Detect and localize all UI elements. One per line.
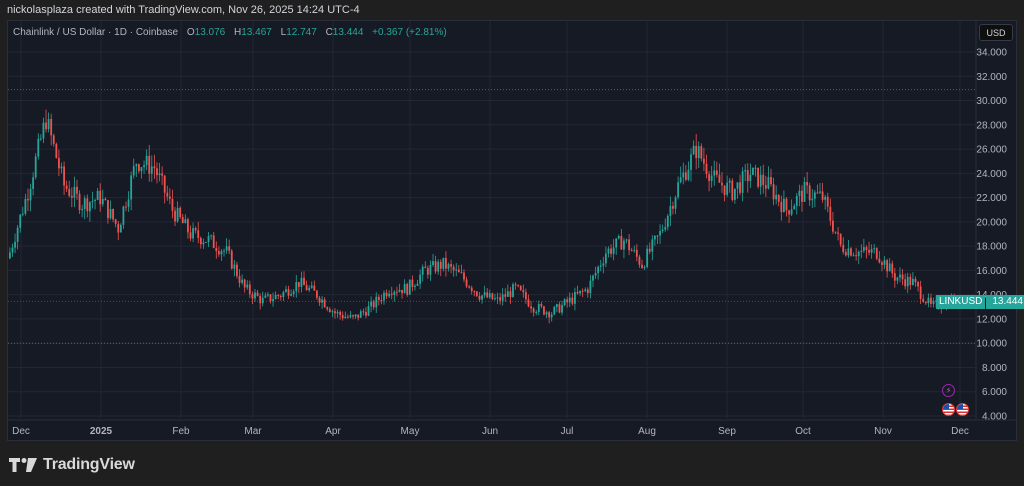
y-axis-tick: 24.000 <box>976 169 1007 180</box>
low-label: L <box>280 27 287 38</box>
close-label: C <box>325 27 333 38</box>
x-axis-tick: Mar <box>244 426 262 437</box>
x-axis-tick: Jun <box>482 426 498 437</box>
currency-button[interactable]: USD <box>979 24 1013 41</box>
last-price-tag: LINKUSD 13.444 <box>936 295 1024 309</box>
x-axis-tick: Jul <box>561 426 574 437</box>
y-axis-tick: 22.000 <box>976 193 1007 204</box>
us-flag-event-icon[interactable] <box>942 403 955 416</box>
y-axis-tick: 6.000 <box>982 387 1007 398</box>
y-axis-tick: 18.000 <box>976 242 1007 253</box>
y-axis-tick: 16.000 <box>976 266 1007 277</box>
x-axis-tick: Aug <box>638 426 656 437</box>
tradingview-wordmark: TradingView <box>43 456 135 473</box>
x-axis-tick: 2025 <box>90 426 113 437</box>
y-axis-tick: 30.000 <box>976 96 1007 107</box>
open-label: O <box>186 27 195 38</box>
y-axis-tick: 20.000 <box>976 217 1007 228</box>
y-axis-tick: 10.000 <box>976 339 1007 350</box>
candles <box>9 109 956 324</box>
x-axis-tick: May <box>401 426 420 437</box>
close-value: 13.444 <box>332 27 364 38</box>
us-flag-event-icon[interactable] <box>956 403 969 416</box>
x-axis-tick: Sep <box>718 426 736 437</box>
price-tag-symbol: LINKUSD <box>936 295 986 309</box>
y-axis-tick: 12.000 <box>976 314 1007 325</box>
tradingview-logo[interactable]: TradingView <box>9 456 135 474</box>
y-axis-tick: 28.000 <box>976 120 1007 131</box>
y-axis-tick: 26.000 <box>976 145 1007 156</box>
tradingview-logo-icon <box>9 458 37 472</box>
y-axis-tick: 34.000 <box>976 48 1007 59</box>
high-value: 13.467 <box>241 27 272 38</box>
y-axis-tick: 8.000 <box>982 363 1007 374</box>
price-tag-value: 13.444 <box>986 295 1024 309</box>
x-axis-tick: Feb <box>172 426 190 437</box>
y-axis-tick: 4.000 <box>982 411 1007 422</box>
change-value: +0.367 (+2.81%) <box>372 27 447 38</box>
low-value: 12.747 <box>286 27 317 38</box>
open-value: 13.076 <box>194 27 226 38</box>
high-label: H <box>234 27 242 38</box>
x-axis-tick: Apr <box>325 426 341 437</box>
symbol-legend: Chainlink / US Dollar · 1D · Coinbase O1… <box>13 27 447 38</box>
chart-caption: nickolasplaza created with TradingView.c… <box>7 4 360 16</box>
x-axis-tick: Oct <box>795 426 811 437</box>
chart-pane[interactable] <box>7 20 1017 441</box>
x-axis-tick: Nov <box>874 426 892 437</box>
lightning-event-icon[interactable]: ⚡ <box>942 384 955 397</box>
x-axis-tick: Dec <box>12 426 30 437</box>
x-axis-tick: Dec <box>951 426 969 437</box>
y-axis-tick: 32.000 <box>976 72 1007 83</box>
symbol-title[interactable]: Chainlink / US Dollar · 1D · Coinbase <box>13 27 179 38</box>
